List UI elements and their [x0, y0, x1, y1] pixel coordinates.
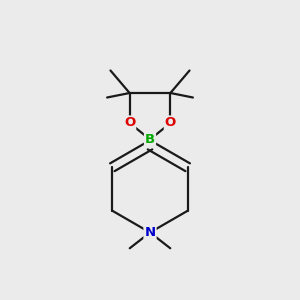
Text: O: O: [165, 116, 176, 130]
Text: N: N: [144, 226, 156, 239]
Text: B: B: [145, 133, 155, 146]
Text: O: O: [124, 116, 135, 130]
